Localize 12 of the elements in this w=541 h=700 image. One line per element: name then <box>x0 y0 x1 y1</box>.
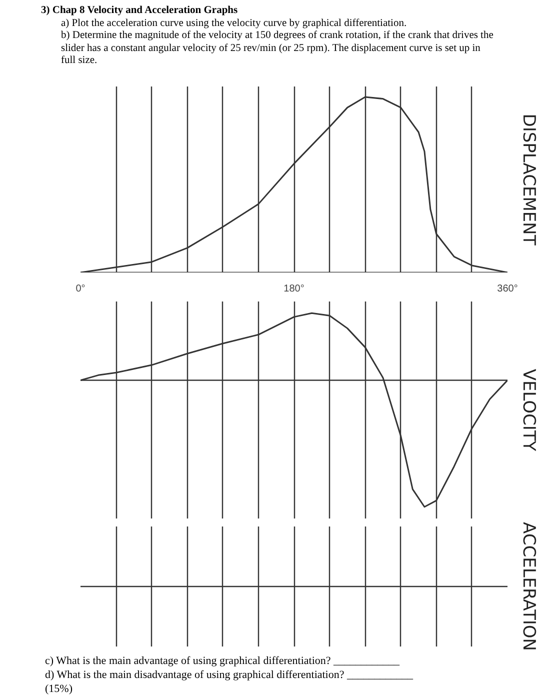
x-tick-label: 180° <box>284 284 304 294</box>
text: a) Plot the acceleration curve using the velocity curve by graphical differentiation. <box>60 18 408 30</box>
text: b) Determine the magnitude of the velocity at 150 degrees of crank rotation, if the crank that drives the slider has a constant angular velocity of 25 rev/min (or 25 rpm). The displacement curve is set up in full size. <box>60 30 494 68</box>
text: ACCELERATION <box>518 522 538 651</box>
text: (15%) <box>45 682 74 696</box>
y-axis-title: DISPLACEMENT <box>518 114 538 246</box>
text: d) What is the main disadvantage of using graphical differentiation? ____________ <box>45 668 414 682</box>
x-tick-label: 360° <box>497 284 518 294</box>
y-axis-title: VELOCITY <box>518 368 538 452</box>
x-tick-label: 0° <box>76 284 86 294</box>
chart-title: 3) Chap 8 Velocity and Acceleration Graphs <box>41 5 239 18</box>
text: c) What is the main advantage of using graphical differentiation? ____________ <box>45 655 401 669</box>
